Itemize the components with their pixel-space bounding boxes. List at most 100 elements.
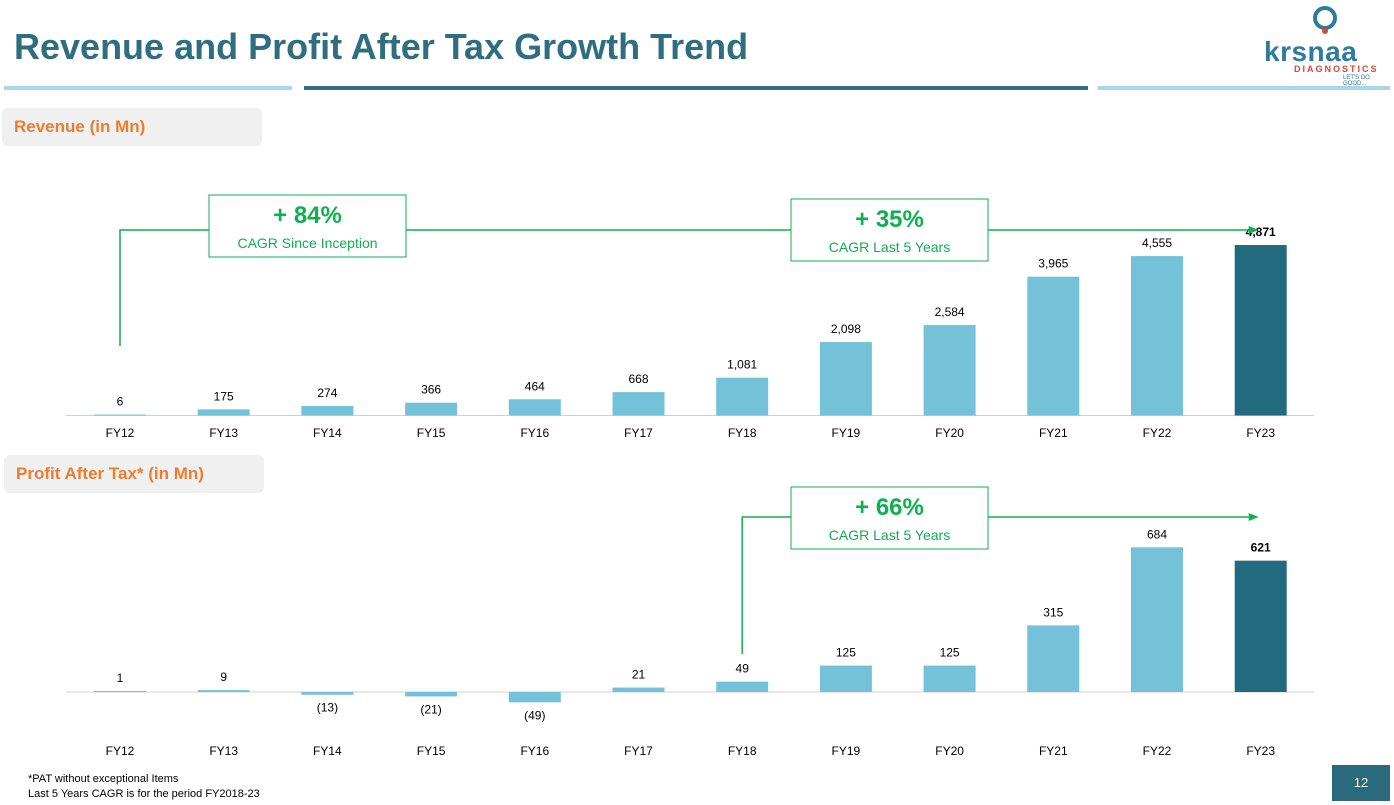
bar-fy17 (612, 687, 665, 692)
pat-section-label: Profit After Tax* (in Mn) (4, 455, 264, 493)
cagr-caption-2: CAGR Last 5 Years (829, 239, 950, 255)
tick-label-fy13: FY13 (209, 744, 238, 758)
data-label-fy17: 21 (632, 668, 646, 682)
bar-fy22 (1131, 547, 1183, 692)
bar-fy14 (301, 692, 354, 695)
pat-chart: 1 FY12 9 FY13 (13) FY14 (21) FY15 (49) FY16 21 FY17… (66, 486, 1314, 758)
data-label-fy18: 49 (736, 662, 750, 676)
data-label-fy15: (21) (420, 702, 441, 716)
cagr-caption-1: CAGR Since Inception (237, 235, 377, 251)
bar-fy23 (1234, 560, 1287, 692)
cagr-arrow-head-icon-1 (1248, 226, 1259, 234)
tick-label-fy17: FY17 (624, 426, 653, 440)
bar-fy19 (819, 342, 872, 416)
cagr-value-3: + 66% (855, 494, 924, 521)
data-label-fy21: 3,965 (1038, 257, 1068, 271)
bar-fy16 (508, 692, 561, 703)
bar-fy12 (94, 414, 146, 416)
logo-mark-icon (1313, 6, 1337, 30)
tick-label-fy20: FY20 (935, 426, 964, 440)
bar-fy15 (405, 402, 458, 416)
bar-fy12 (94, 691, 146, 692)
tick-label-fy23: FY23 (1246, 744, 1275, 758)
cagr-caption-3: CAGR Last 5 Years (829, 527, 950, 543)
page-number: 12 (1332, 765, 1390, 801)
data-label-fy22: 4,555 (1142, 236, 1172, 250)
bar-fy15 (405, 692, 458, 697)
data-label-fy14: (13) (317, 701, 338, 715)
cagr-value-1: + 84% (273, 202, 342, 229)
data-label-fy21: 315 (1043, 605, 1063, 619)
tick-label-fy20: FY20 (935, 744, 964, 758)
tick-label-fy15: FY15 (417, 426, 446, 440)
tick-label-fy14: FY14 (313, 426, 342, 440)
tick-label-fy12: FY12 (106, 744, 135, 758)
data-label-fy19: 2,098 (831, 322, 861, 336)
data-label-fy23: 621 (1251, 541, 1271, 555)
cagr-value-2: + 35% (855, 206, 924, 233)
data-label-fy17: 668 (628, 372, 648, 386)
tick-label-fy14: FY14 (313, 744, 342, 758)
data-label-fy13: 9 (220, 670, 227, 684)
data-label-fy20: 2,584 (935, 305, 965, 319)
data-label-fy16: (49) (524, 708, 545, 722)
revenue-chart: 6 FY12 175 FY13 274 FY14 366 FY15 464 FY16 668 FY17… (66, 194, 1314, 440)
data-label-fy18: 1,081 (727, 358, 757, 372)
tick-label-fy17: FY17 (624, 744, 653, 758)
footnote-pat: *PAT without exceptional Items (28, 773, 179, 785)
data-label-fy14: 274 (317, 386, 337, 400)
data-label-fy16: 464 (525, 379, 545, 393)
bar-fy14 (301, 405, 354, 416)
data-label-fy15: 366 (421, 383, 441, 397)
bar-fy18 (716, 377, 769, 416)
cagr-box-3 (790, 486, 989, 550)
bar-fy13 (197, 409, 250, 416)
cagr-box-2 (790, 198, 989, 262)
bar-fy21 (1027, 625, 1080, 692)
tick-label-fy16: FY16 (520, 426, 549, 440)
logo-subtitle: DIAGNOSTICS (1294, 64, 1379, 74)
bar-fy19 (819, 665, 872, 692)
cagr-arrow-line-3 (741, 516, 1249, 654)
header-rule-left (4, 86, 292, 90)
data-label-fy19: 125 (836, 646, 856, 660)
cagr-box-1 (208, 194, 407, 258)
tick-label-fy21: FY21 (1039, 744, 1068, 758)
data-label-fy12: 1 (117, 671, 124, 685)
bar-fy20 (923, 325, 976, 416)
bar-fy21 (1027, 276, 1080, 416)
bar-fy13 (197, 690, 250, 692)
bar-fy18 (716, 681, 769, 692)
logo-tagline: LET'S DO GOOD... (1343, 75, 1370, 87)
bar-fy17 (612, 392, 665, 416)
revenue-section-label: Revenue (in Mn) (2, 108, 262, 146)
header-rule-middle (304, 86, 1088, 90)
krsnaa-logo (1313, 6, 1337, 34)
tick-label-fy12: FY12 (106, 426, 135, 440)
logo-wordmark: krsnaa (1264, 36, 1358, 67)
tick-label-fy22: FY22 (1143, 744, 1172, 758)
data-label-fy20: 125 (940, 646, 960, 660)
page-title: Revenue and Profit After Tax Growth Tren… (14, 26, 749, 67)
tick-label-fy19: FY19 (832, 426, 861, 440)
bar-fy16 (508, 399, 561, 416)
tick-label-fy21: FY21 (1039, 426, 1068, 440)
logo-mark-dot-icon (1322, 28, 1328, 34)
data-label-fy13: 175 (214, 389, 234, 403)
bar-fy20 (923, 665, 976, 692)
tick-label-fy18: FY18 (728, 426, 757, 440)
data-label-fy12: 6 (117, 395, 124, 409)
tick-label-fy19: FY19 (832, 744, 861, 758)
tick-label-fy23: FY23 (1246, 426, 1275, 440)
bar-fy22 (1131, 256, 1183, 416)
header-rule-right (1098, 86, 1390, 90)
data-label-fy22: 684 (1147, 527, 1167, 541)
tick-label-fy15: FY15 (417, 744, 446, 758)
footnote-cagr: Last 5 Years CAGR is for the period FY20… (28, 788, 260, 800)
bar-fy23 (1234, 245, 1287, 416)
tick-label-fy16: FY16 (520, 744, 549, 758)
cagr-arrow-head-icon-3 (1248, 513, 1259, 521)
tick-label-fy13: FY13 (209, 426, 238, 440)
tick-label-fy22: FY22 (1143, 426, 1172, 440)
tick-label-fy18: FY18 (728, 744, 757, 758)
